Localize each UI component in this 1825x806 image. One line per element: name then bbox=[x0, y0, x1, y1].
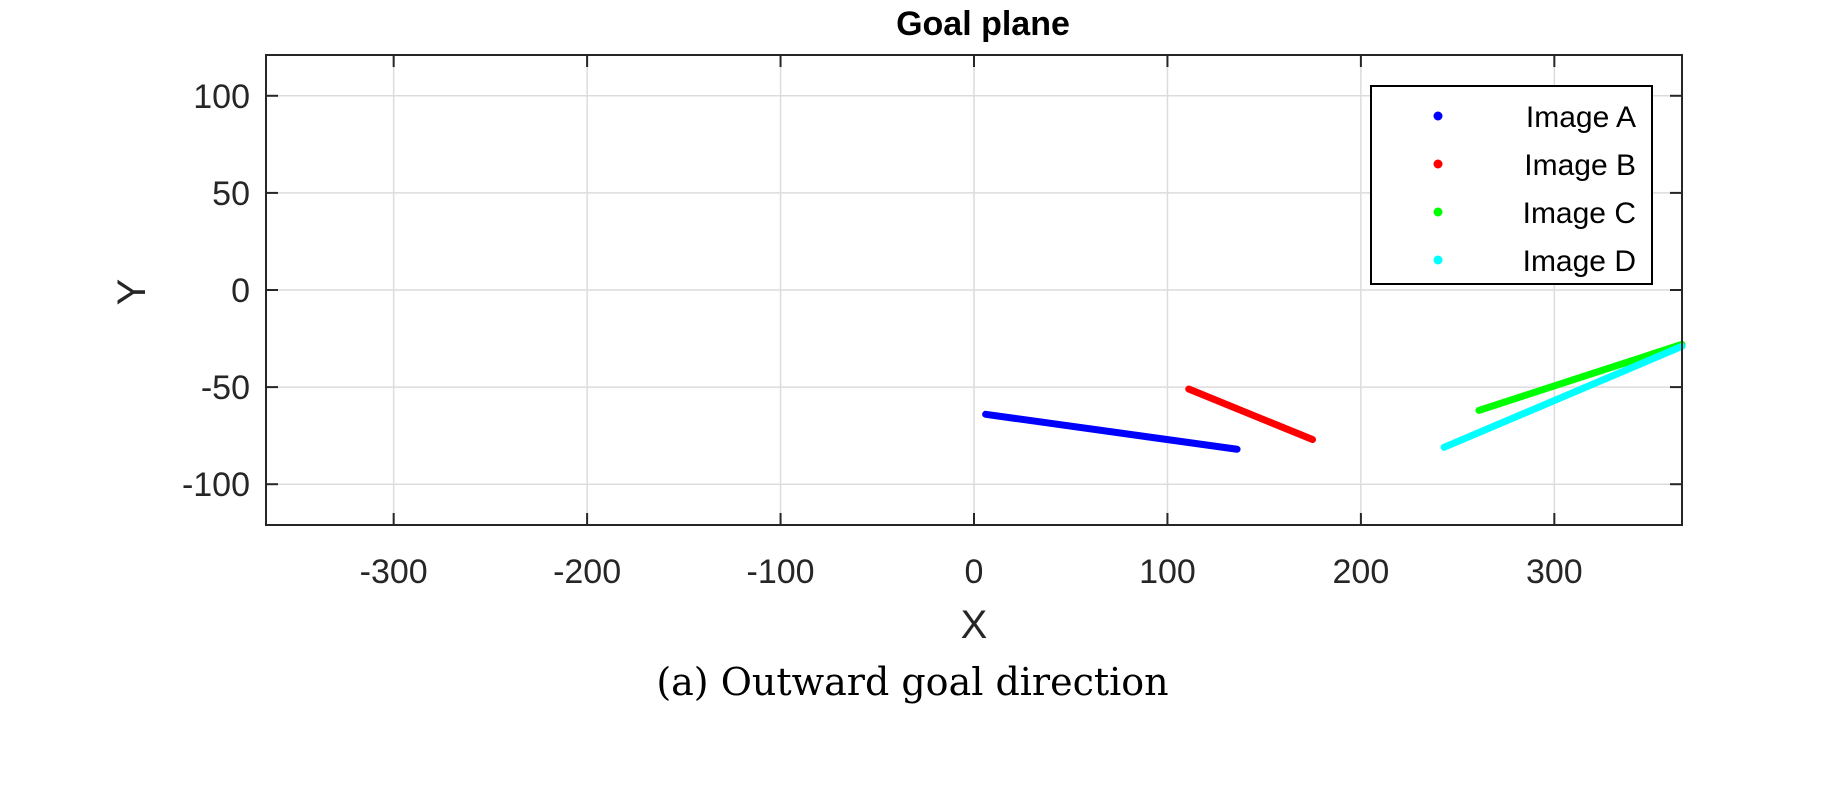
x-tick-label: 200 bbox=[1333, 553, 1390, 591]
y-tick-label: -100 bbox=[182, 466, 250, 504]
chart-title: Goal plane bbox=[896, 5, 1070, 43]
y-tick-label: 50 bbox=[212, 175, 250, 213]
x-tick-label: 300 bbox=[1526, 553, 1583, 591]
legend-label: Image B bbox=[1524, 149, 1636, 182]
series-line-image-d bbox=[1440, 342, 1686, 451]
x-tick-label: -100 bbox=[747, 553, 815, 591]
legend-marker bbox=[1433, 159, 1443, 169]
y-axis-label: Y bbox=[110, 279, 154, 306]
y-tick-label: -50 bbox=[201, 369, 250, 407]
legend-label: Image A bbox=[1526, 101, 1636, 134]
x-axis-label: X bbox=[961, 603, 988, 647]
series-line-image-b bbox=[1185, 385, 1317, 444]
x-tick-label: 0 bbox=[965, 553, 984, 591]
figure-caption: (a) Outward goal direction bbox=[656, 660, 1169, 704]
x-tick-label: 100 bbox=[1139, 553, 1196, 591]
legend-label: Image D bbox=[1523, 245, 1636, 278]
legend-box bbox=[1370, 85, 1653, 285]
legend-marker bbox=[1433, 255, 1443, 265]
legend-marker bbox=[1433, 207, 1443, 217]
x-tick-label: -300 bbox=[360, 553, 428, 591]
y-tick-label: 0 bbox=[231, 272, 250, 310]
series-line-image-c bbox=[1475, 340, 1686, 414]
series-line-image-a bbox=[982, 410, 1241, 453]
legend-label: Image C bbox=[1523, 197, 1636, 230]
x-tick-label: -200 bbox=[553, 553, 621, 591]
legend: Image A Image B Image C Image D bbox=[1370, 85, 1653, 285]
legend-marker bbox=[1433, 111, 1443, 121]
axis-ticks: -300 -200 -100 0 100 200 300 -100 -50 0 50 100 bbox=[182, 55, 1682, 591]
plot-lines bbox=[982, 340, 1686, 453]
y-tick-label: 100 bbox=[193, 78, 250, 116]
